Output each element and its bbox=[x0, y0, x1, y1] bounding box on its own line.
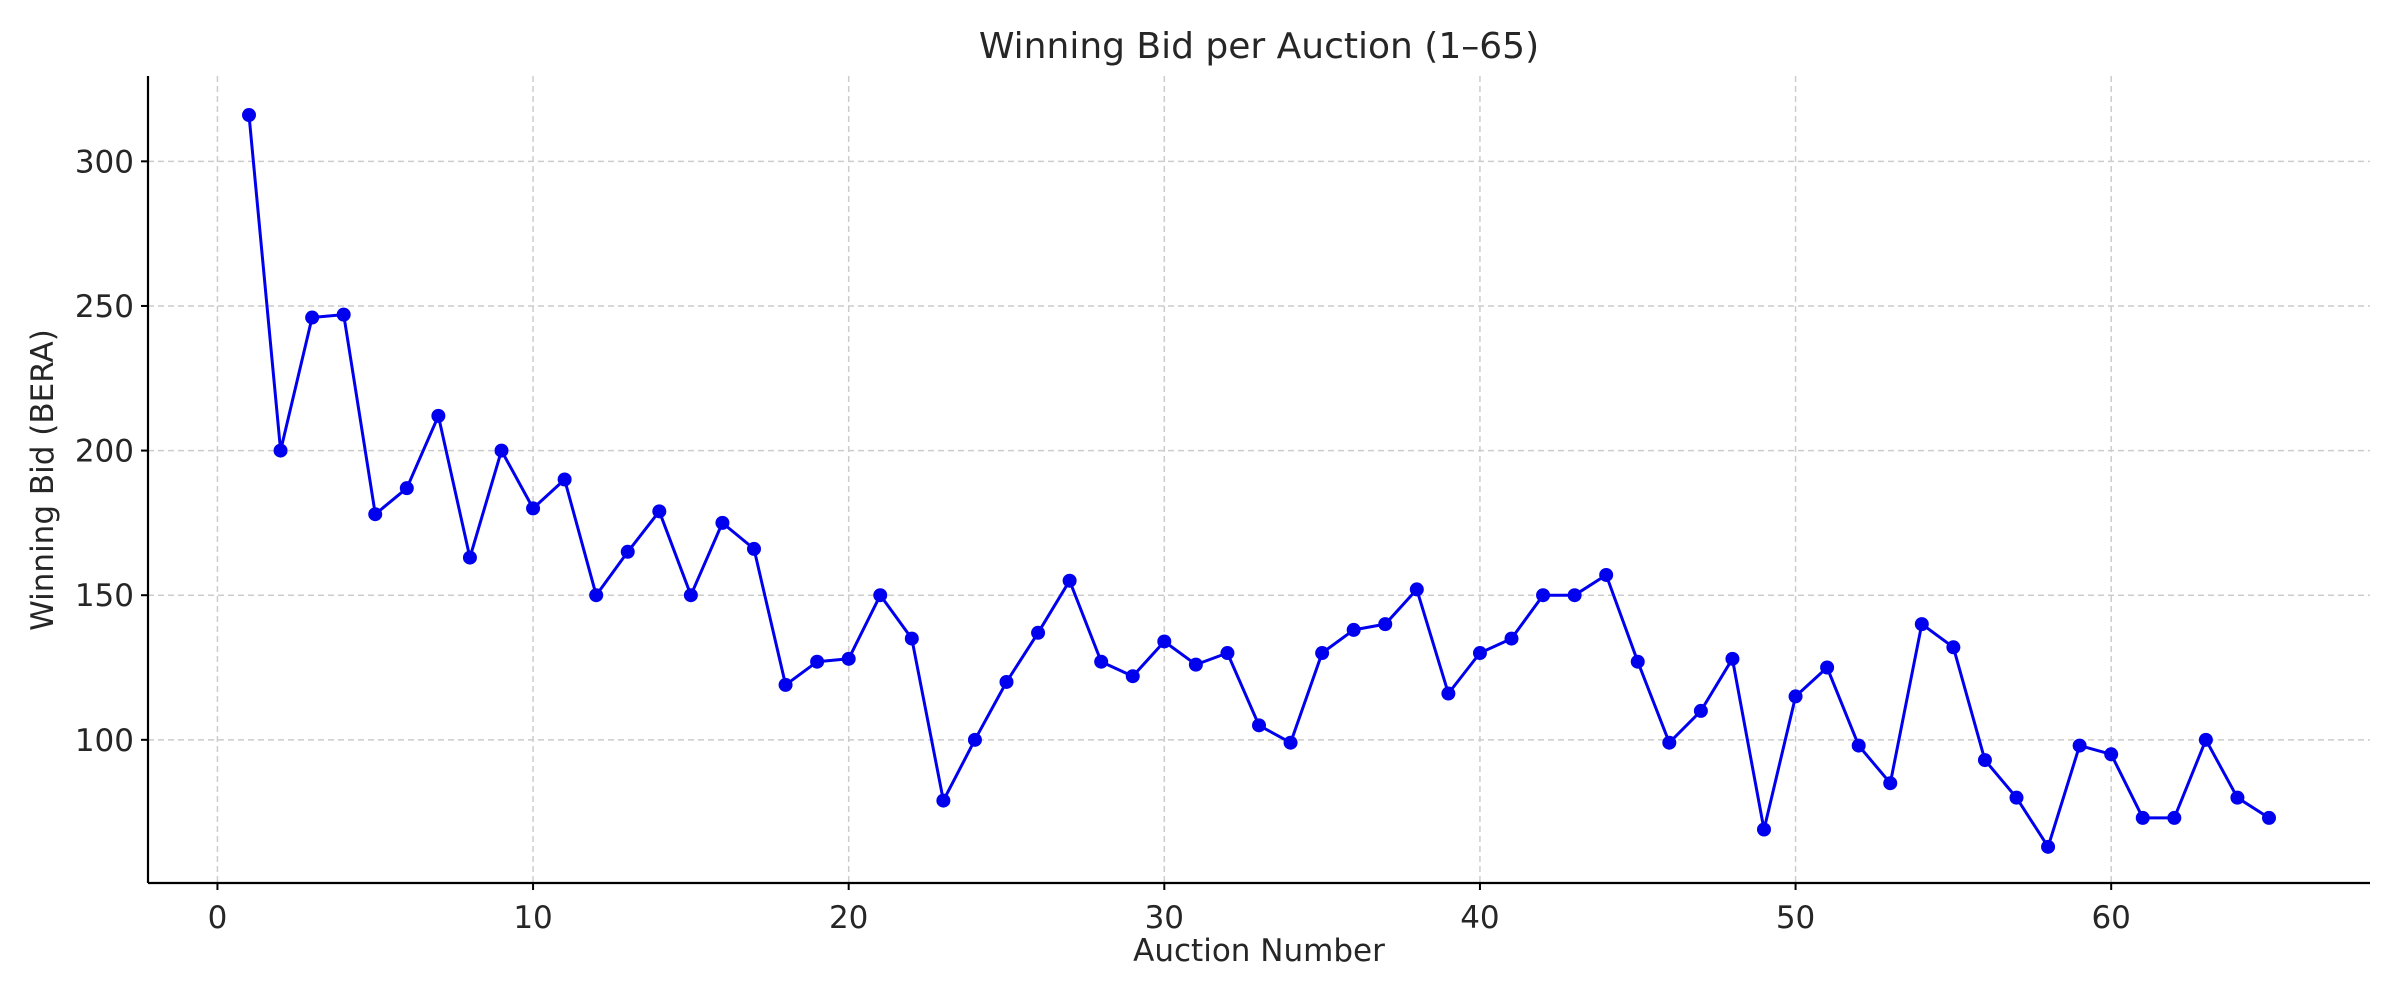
data-point bbox=[1630, 654, 1645, 669]
data-point bbox=[1946, 640, 1961, 655]
chart-title: Winning Bid per Auction (1–65) bbox=[979, 26, 1539, 67]
data-point bbox=[936, 793, 951, 808]
data-point bbox=[1252, 718, 1266, 733]
x-tick-label: 50 bbox=[1776, 900, 1815, 936]
data-point bbox=[715, 515, 730, 530]
data-point bbox=[967, 732, 982, 747]
data-point bbox=[2041, 839, 2056, 854]
data-point bbox=[1977, 753, 1992, 768]
x-tick-label: 0 bbox=[208, 900, 228, 936]
data-point bbox=[368, 507, 383, 522]
data-point bbox=[1031, 625, 1046, 640]
data-point bbox=[652, 504, 667, 519]
series-winning-bid bbox=[242, 108, 2276, 854]
data-point bbox=[1504, 631, 1519, 646]
x-axis-label: Auction Number bbox=[1133, 933, 1385, 969]
y-tick-label: 200 bbox=[75, 434, 134, 470]
data-point bbox=[1472, 646, 1487, 661]
x-tick-label: 10 bbox=[513, 900, 552, 936]
y-tick-label: 300 bbox=[75, 144, 134, 180]
data-point bbox=[1662, 735, 1677, 750]
data-point bbox=[305, 310, 320, 325]
data-point bbox=[2009, 790, 2024, 805]
data-point bbox=[1536, 588, 1551, 603]
gridlines bbox=[148, 76, 2370, 883]
data-point bbox=[336, 307, 351, 322]
data-point bbox=[2104, 747, 2119, 762]
data-point bbox=[1157, 634, 1172, 649]
y-tick-label: 100 bbox=[75, 723, 134, 759]
data-point bbox=[1757, 822, 1771, 837]
x-tick-label: 40 bbox=[1460, 900, 1499, 936]
data-point bbox=[2230, 790, 2245, 805]
data-point bbox=[2198, 732, 2213, 747]
data-point bbox=[399, 481, 414, 496]
data-point bbox=[683, 588, 698, 603]
data-point bbox=[1820, 660, 1835, 675]
data-point bbox=[999, 674, 1014, 689]
data-point bbox=[2072, 738, 2087, 753]
x-tick-label: 20 bbox=[829, 900, 868, 936]
data-point bbox=[242, 108, 256, 123]
y-tick-label: 150 bbox=[75, 578, 134, 614]
y-tick-label: 250 bbox=[75, 289, 134, 325]
data-point bbox=[1315, 646, 1330, 661]
data-point bbox=[1125, 669, 1140, 684]
data-point bbox=[1693, 703, 1708, 718]
data-point bbox=[1378, 617, 1393, 632]
data-point bbox=[1409, 582, 1424, 597]
data-point bbox=[2135, 810, 2150, 825]
data-point bbox=[1883, 776, 1898, 791]
data-point bbox=[778, 677, 793, 692]
data-point bbox=[1725, 651, 1740, 666]
data-point bbox=[1567, 588, 1582, 603]
series-line bbox=[247, 114, 2270, 849]
data-point bbox=[462, 550, 477, 565]
data-point bbox=[494, 443, 509, 458]
data-point bbox=[873, 588, 888, 603]
data-point bbox=[841, 651, 856, 666]
data-point bbox=[431, 408, 446, 423]
data-point bbox=[1094, 654, 1109, 669]
data-point bbox=[810, 654, 825, 669]
x-tick-label: 60 bbox=[2091, 900, 2130, 936]
data-point bbox=[273, 443, 288, 458]
data-point bbox=[1599, 567, 1614, 582]
data-point bbox=[1188, 657, 1203, 672]
x-tick-label: 30 bbox=[1145, 900, 1184, 936]
data-point bbox=[526, 501, 541, 516]
data-point bbox=[1441, 686, 1456, 701]
data-point bbox=[557, 472, 572, 487]
data-point bbox=[2262, 810, 2276, 825]
data-point bbox=[904, 631, 919, 646]
data-point bbox=[1220, 646, 1235, 661]
data-point bbox=[1914, 617, 1929, 632]
data-point bbox=[1851, 738, 1866, 753]
data-point bbox=[620, 544, 635, 559]
y-axis-label: Winning Bid (BERA) bbox=[25, 329, 61, 631]
data-point bbox=[1788, 689, 1803, 704]
data-point bbox=[2167, 810, 2182, 825]
axes bbox=[141, 76, 2370, 890]
data-point bbox=[747, 541, 761, 556]
data-point bbox=[589, 588, 604, 603]
data-point bbox=[1283, 735, 1298, 750]
data-point bbox=[1062, 573, 1077, 588]
data-point bbox=[1346, 622, 1361, 637]
tick-labels: 0 10 20 30 40 50 60 100 150 200 250 300 bbox=[75, 144, 2131, 936]
